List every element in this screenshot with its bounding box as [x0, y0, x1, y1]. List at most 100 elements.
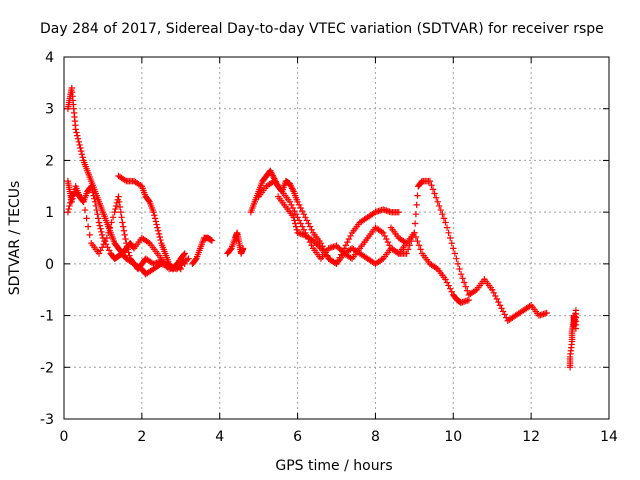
data-point-track-d — [153, 221, 160, 228]
data-point-track-a — [185, 255, 192, 262]
x-tick-label: 2 — [137, 429, 146, 445]
data-point-track-d — [150, 208, 157, 216]
data-point-track-b — [88, 183, 95, 190]
data-point-track-i — [432, 194, 440, 201]
x-tick-label: 14 — [600, 429, 618, 445]
data-point-track-c — [118, 214, 125, 221]
data-point-track-g — [344, 238, 351, 246]
data-point-track-j — [412, 233, 420, 241]
data-point-track-j — [443, 279, 451, 286]
y-axis-label: SDTVAR / TECUs — [7, 181, 23, 296]
data-point-track-c — [108, 219, 115, 226]
data-point-track-b — [104, 244, 111, 251]
data-point-track-j — [415, 242, 423, 249]
data-point-track-g — [345, 235, 353, 243]
data-point-track-a — [78, 151, 86, 158]
data-point-track-g — [347, 232, 354, 240]
data-point-track-j — [446, 285, 454, 292]
data-point-track-h — [308, 242, 315, 249]
chart-title: Day 284 of 2017, Sidereal Day-to-day VTE… — [40, 21, 604, 37]
data-point-track-c — [103, 234, 111, 242]
data-point-track-h — [288, 201, 295, 209]
data-point-track-b — [95, 215, 102, 222]
data-point-track-a — [74, 135, 82, 142]
data-point-track-j — [414, 237, 421, 245]
data-point-track-i — [450, 245, 457, 252]
data-point-track-a — [72, 126, 79, 133]
data-point-track-c — [125, 249, 132, 256]
data-point-track-c — [64, 208, 72, 216]
data-point-track-c — [80, 198, 87, 205]
y-tick-label: -1 — [40, 309, 54, 325]
x-tick-label: 8 — [371, 429, 380, 445]
data-point-track-c — [119, 219, 126, 226]
data-point-track-f — [239, 245, 247, 252]
data-point-track-i — [456, 265, 463, 273]
data-point-track-b — [90, 192, 97, 199]
data-point-track-c — [126, 252, 133, 259]
data-point-track-b — [93, 206, 100, 214]
data-point-track-a — [76, 141, 83, 149]
data-point-track-i — [414, 192, 421, 199]
data-point-track-c — [121, 231, 128, 239]
data-point-track-d — [151, 212, 158, 219]
x-tick-label: 4 — [215, 429, 224, 445]
data-point-track-i — [446, 234, 454, 242]
data-point-track-b — [98, 228, 105, 235]
data-point-track-c — [86, 231, 93, 239]
data-point-track-i — [445, 229, 452, 237]
data-point-track-i — [437, 206, 445, 214]
data-point-track-j — [465, 296, 473, 304]
data-point-track-c — [119, 223, 127, 230]
data-point-track-g — [299, 207, 306, 215]
data-point-track-c — [84, 223, 92, 230]
data-point-track-c — [117, 208, 125, 216]
data-point-track-i — [490, 289, 497, 297]
data-point-track-i — [462, 283, 469, 290]
data-point-track-h — [333, 242, 340, 249]
data-point-track-i — [292, 220, 299, 227]
data-point-track-c — [106, 224, 114, 231]
x-tick-label: 12 — [522, 429, 540, 445]
data-point-track-i — [291, 217, 298, 224]
data-point-track-i — [436, 202, 443, 210]
data-point-track-c — [181, 250, 188, 257]
data-point-track-b — [94, 211, 101, 218]
data-point-track-i — [439, 211, 446, 218]
x-tick-label: 6 — [293, 429, 302, 445]
data-point-track-g — [306, 223, 314, 230]
x-tick-label: 10 — [444, 429, 462, 445]
data-point-track-j — [417, 246, 424, 253]
data-point-track-c — [123, 239, 130, 247]
data-point-track-e — [208, 237, 216, 244]
data-point-track-c — [124, 246, 132, 253]
data-point-track-i — [451, 250, 459, 257]
data-point-track-b — [98, 231, 106, 239]
data-point-track-d — [177, 265, 184, 273]
data-point-track-d — [154, 224, 161, 231]
y-tick-label: 2 — [45, 153, 54, 169]
data-point-track-i — [453, 255, 460, 262]
data-point-track-i — [292, 223, 300, 230]
y-tick-label: 3 — [45, 102, 54, 118]
data-point-track-c — [105, 229, 112, 237]
data-point-track-i — [443, 224, 451, 231]
data-point-track-k — [572, 325, 580, 332]
data-point-track-h — [381, 232, 388, 240]
data-point-track-c — [67, 196, 75, 203]
data-point-track-c — [65, 205, 72, 213]
data-point-track-d — [151, 215, 159, 222]
data-point-track-g — [305, 220, 312, 227]
data-point-track-a — [77, 147, 85, 155]
data-point-track-a — [79, 154, 86, 161]
grid-lines — [64, 57, 609, 419]
data-point-track-i — [431, 190, 438, 197]
data-point-track-b — [91, 195, 98, 202]
data-point-track-i — [457, 271, 465, 278]
data-point-track-i — [412, 211, 420, 218]
data-point-track-c — [111, 208, 118, 216]
data-point-track-g — [395, 208, 402, 216]
data-point-track-g — [342, 242, 350, 249]
data-point-track-i — [498, 305, 505, 312]
